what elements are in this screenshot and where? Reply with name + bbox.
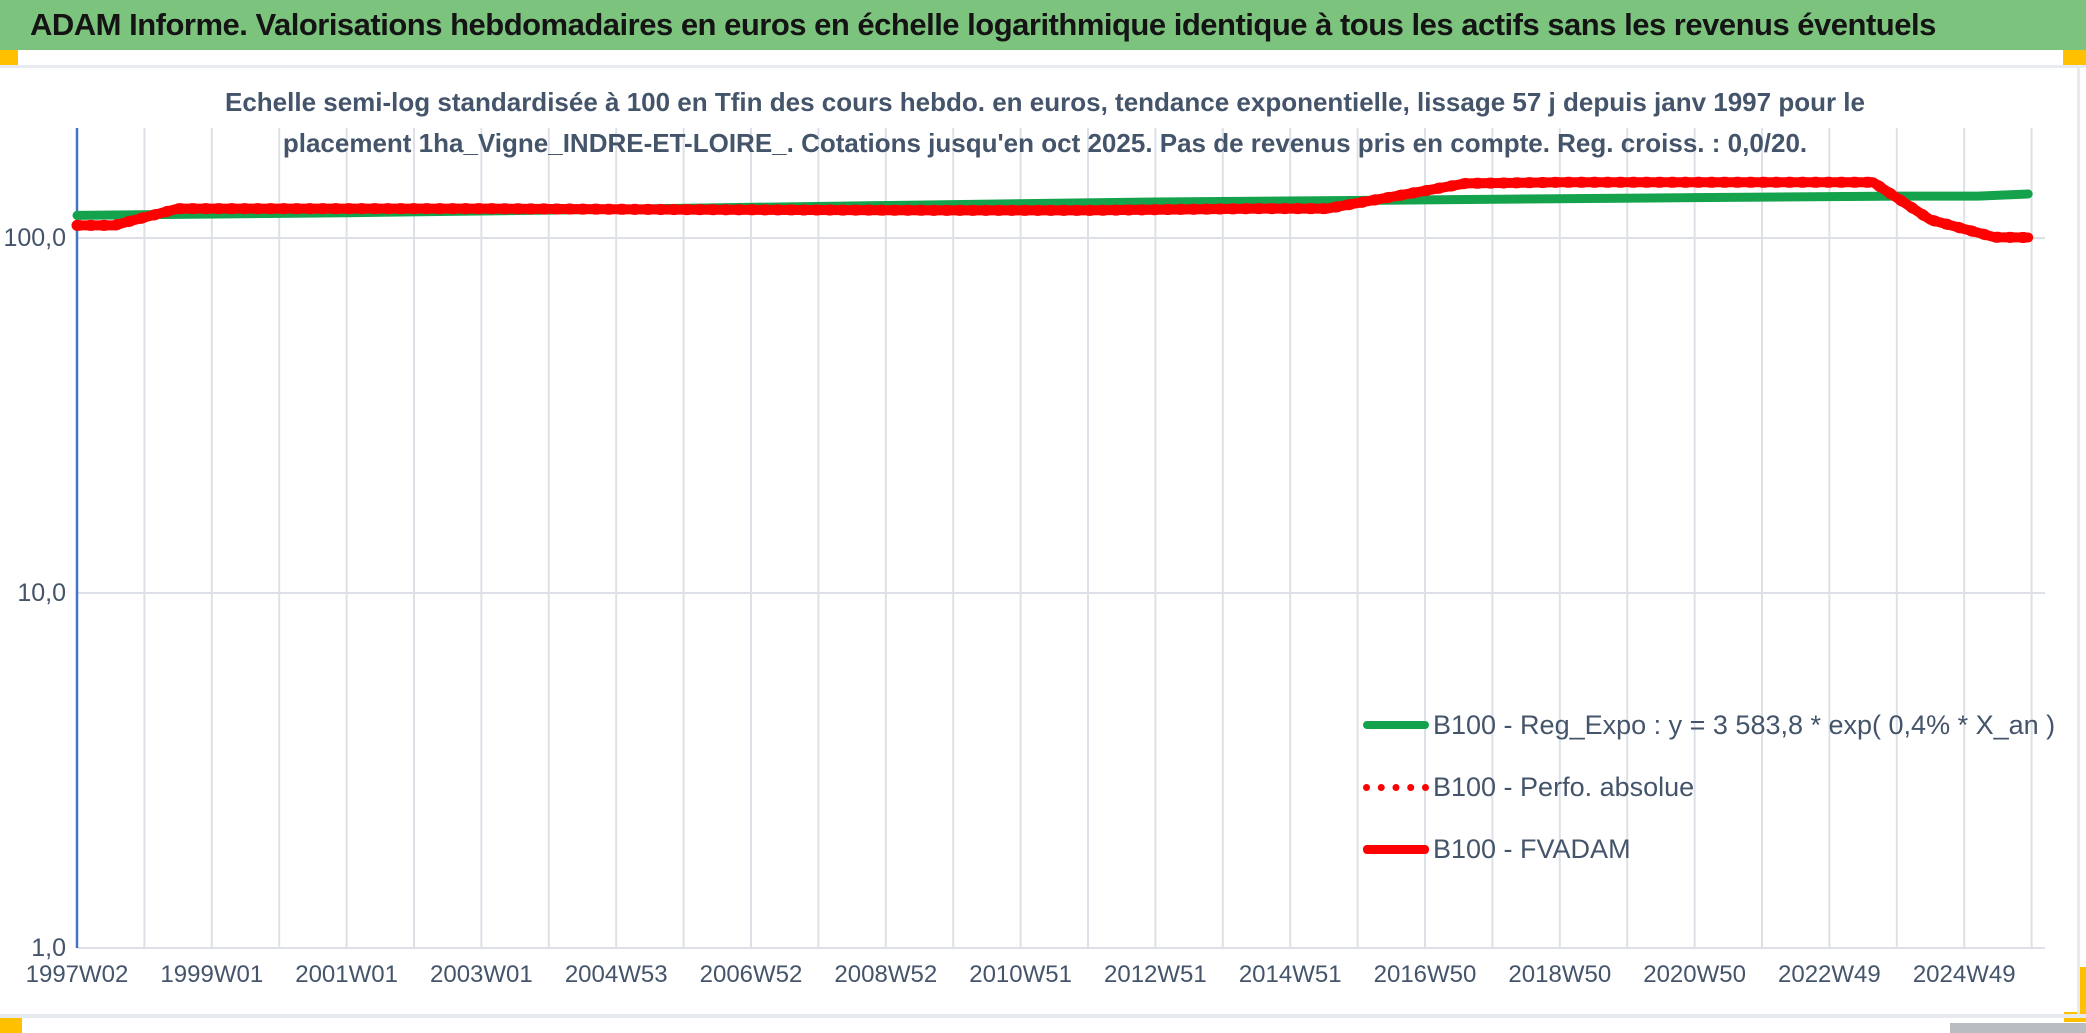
x-tick-label: 2022W49 (1778, 961, 1881, 988)
accent-bottom-left (0, 1017, 22, 1033)
x-tick-label: 2020W50 (1643, 961, 1746, 988)
y-tick-label: 10,0 (17, 579, 66, 607)
legend-label: B100 - Reg_Expo : y = 3 583,8 * exp( 0,4… (1433, 709, 2056, 740)
accent-top-right (2063, 50, 2086, 65)
x-tick-label: 1999W01 (160, 961, 264, 988)
x-tick-label: 2014W51 (1238, 961, 1342, 988)
legend-item: B100 - Reg_Expo : y = 3 583,8 * exp( 0,4… (1363, 694, 2055, 756)
x-tick-label: 2010W51 (969, 961, 1072, 988)
chart-frame-bottom-border (0, 1014, 2086, 1018)
sheet-edge-strip (1950, 1023, 2086, 1033)
x-tick-label: 2018W50 (1508, 961, 1612, 988)
legend-item: B100 - FVADAM (1363, 818, 2055, 880)
x-tick-label: 2024W49 (1912, 961, 2016, 988)
y-tick-label: 100,0 (3, 224, 66, 252)
legend-label: B100 - Perfo. absolue (1433, 771, 1695, 802)
x-tick-label: 2003W01 (430, 961, 533, 988)
accent-top-left (0, 50, 18, 65)
accent-bottom-right-bar (2080, 967, 2086, 1022)
chart-title-line1: Echelle semi-log standardisée à 100 en T… (224, 87, 1865, 117)
header-bar: ADAM Informe. Valorisations hebdomadaire… (0, 0, 2086, 50)
chart-frame-top-border (0, 65, 2086, 68)
legend-item: B100 - Perfo. absolue (1363, 756, 2055, 818)
x-tick-label: 2012W51 (1104, 961, 1207, 988)
chart-title-line2: placement 1ha_Vigne_INDRE-ET-LOIRE_. Cot… (282, 128, 1808, 158)
y-tick-label: 1,0 (31, 934, 66, 962)
legend-swatch-dotted (1363, 783, 1429, 791)
x-tick-label: 1997W02 (25, 961, 129, 988)
page-title: ADAM Informe. Valorisations hebdomadaire… (30, 7, 1936, 42)
legend-swatch-solid (1363, 844, 1429, 854)
chart-legend: B100 - Reg_Expo : y = 3 583,8 * exp( 0,4… (1363, 694, 2055, 880)
x-tick-label: 2001W01 (295, 961, 398, 988)
x-tick-label: 2006W52 (699, 961, 803, 988)
x-tick-label: 2004W53 (564, 961, 668, 988)
series-lines (71, 176, 2034, 243)
series-line-2 (72, 177, 2034, 243)
x-tick-label: 2008W52 (834, 961, 938, 988)
legend-label: B100 - FVADAM (1433, 833, 1631, 864)
chart-title: Echelle semi-log standardisée à 100 en T… (200, 82, 1890, 164)
legend-swatch-solid (1363, 721, 1429, 729)
x-tick-label: 2016W50 (1373, 961, 1477, 988)
chart-frame-right-border (2077, 65, 2080, 1015)
